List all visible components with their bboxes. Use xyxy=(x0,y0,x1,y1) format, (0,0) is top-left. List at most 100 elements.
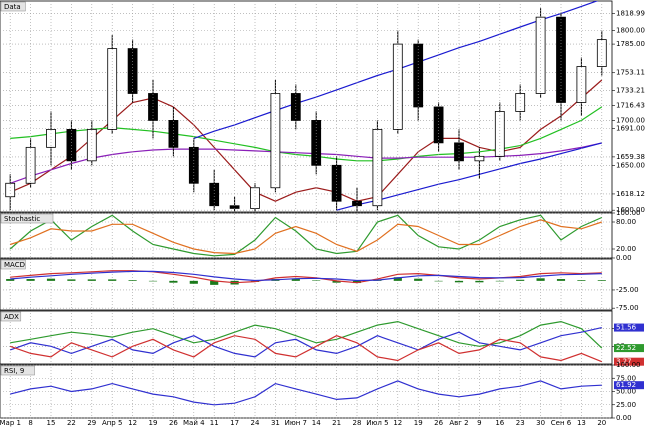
y-tick-label: 75.00 xyxy=(616,374,636,382)
histogram-bar xyxy=(67,279,76,281)
histogram-bar xyxy=(26,279,35,281)
panel-title-box xyxy=(0,1,26,12)
panel-frame xyxy=(0,0,613,213)
x-tick-label: 28 xyxy=(353,419,362,427)
panel-title-box xyxy=(0,213,54,224)
histogram-bar xyxy=(597,280,606,281)
histogram-bar xyxy=(352,280,362,284)
x-tick-label: 22 xyxy=(67,419,76,427)
candle-body xyxy=(556,16,566,103)
x-tick-label: 12 xyxy=(128,419,137,427)
histogram-bar xyxy=(148,280,158,282)
value-tag-label: 51.56 xyxy=(616,324,637,332)
x-tick-label: 17 xyxy=(230,419,239,427)
y-tick-label: 1600.00 xyxy=(616,206,645,214)
y-tick-label: -25.00 xyxy=(616,286,639,294)
x-tick-label: 9 xyxy=(477,419,481,427)
candle-body xyxy=(515,93,526,112)
plot-area xyxy=(6,270,606,285)
y-tick-label: 1659.38 xyxy=(616,153,645,161)
candle-body xyxy=(372,128,383,207)
y-tick-label: 0.00 xyxy=(616,254,632,262)
histogram-bar xyxy=(108,279,117,281)
candle-body xyxy=(46,128,56,148)
histogram-bar xyxy=(495,280,504,282)
panel-title: ADX xyxy=(4,313,19,321)
y-tick-label: 100.00 xyxy=(616,209,641,217)
x-tick-label: 20 xyxy=(597,419,606,427)
histogram-bar xyxy=(128,280,137,281)
series-line xyxy=(10,320,603,349)
series-line xyxy=(10,380,602,406)
y-tick-label: 1716.43 xyxy=(616,102,645,110)
histogram-bar xyxy=(169,280,178,283)
panel-title-box xyxy=(0,311,22,322)
histogram-bar xyxy=(414,278,423,281)
value-tag xyxy=(614,344,644,353)
y-tick-label: 1700.00 xyxy=(616,116,645,124)
histogram-bar xyxy=(393,277,402,281)
histogram-bar xyxy=(475,280,484,283)
candle-body xyxy=(188,146,199,184)
panel-title: Stochastic xyxy=(4,215,40,223)
series-line xyxy=(10,270,602,282)
x-tick-label: 21 xyxy=(332,419,341,427)
x-tick-label: 16 xyxy=(495,419,504,427)
histogram-bar xyxy=(332,280,341,283)
x-tick-label: Сен 6 xyxy=(551,419,572,427)
y-tick-label: 25.00 xyxy=(616,401,636,409)
series-line xyxy=(10,219,602,255)
x-tick-label: 23 xyxy=(516,419,525,427)
histogram-bar xyxy=(434,280,443,282)
histogram-bar xyxy=(516,279,525,281)
histogram-bar xyxy=(454,280,464,283)
y-tick-label: 1691.00 xyxy=(616,124,645,132)
histogram-bar xyxy=(536,278,545,281)
histogram-bar xyxy=(210,280,219,285)
histogram-bar xyxy=(46,278,56,281)
plot-area xyxy=(9,214,603,257)
value-tag-label: 3.27 xyxy=(616,358,632,366)
histogram-bar xyxy=(577,280,586,281)
x-tick-label: Май 4 xyxy=(183,419,205,427)
y-tick-label: 20.00 xyxy=(616,245,636,253)
x-tick-label: 8 xyxy=(28,419,32,427)
y-tick-label: 50.00 xyxy=(616,388,636,396)
x-tick-label: Мар 1 xyxy=(0,419,21,427)
y-tick-label: 1753.11 xyxy=(616,69,645,77)
x-tick-label: Июн 7 xyxy=(285,419,307,427)
histogram-bar xyxy=(189,280,198,284)
panel-frame xyxy=(0,310,613,365)
candle-body xyxy=(270,93,281,189)
x-tick-label: 24 xyxy=(251,419,260,427)
candle-body xyxy=(576,66,587,103)
x-tick-label: 30 xyxy=(536,419,545,427)
y-tick-label: -75.00 xyxy=(616,304,639,312)
series-line xyxy=(10,335,603,363)
histogram-bar xyxy=(6,279,15,281)
y-tick-label: 0.00 xyxy=(616,414,632,422)
x-tick-label: 29 xyxy=(87,419,96,427)
x-tick-label: 31 xyxy=(271,419,280,427)
histogram-bar xyxy=(291,278,300,281)
panel-title-box xyxy=(0,259,26,270)
y-tick-label: 100.00 xyxy=(616,361,641,369)
x-tick-label: 11 xyxy=(210,419,219,427)
candle-body xyxy=(25,146,36,184)
candle-body xyxy=(331,164,342,202)
y-tick-label: 1785.00 xyxy=(616,40,645,48)
x-tick-label: 12 xyxy=(393,419,402,427)
value-tag xyxy=(614,381,644,390)
y-tick-label: 1733.21 xyxy=(616,87,645,95)
x-tick-label: 26 xyxy=(169,419,178,427)
panel-title-box xyxy=(0,365,35,376)
y-tick-label: 1618.12 xyxy=(616,190,645,198)
x-tick-label: 19 xyxy=(149,419,158,427)
y-tick-label: 1800.00 xyxy=(616,27,645,35)
candle-body xyxy=(392,43,403,130)
plot-area xyxy=(10,320,603,363)
panel-title: RSI, 9 xyxy=(4,367,24,375)
x-tick-label: 26 xyxy=(434,419,443,427)
value-tag xyxy=(614,323,644,332)
